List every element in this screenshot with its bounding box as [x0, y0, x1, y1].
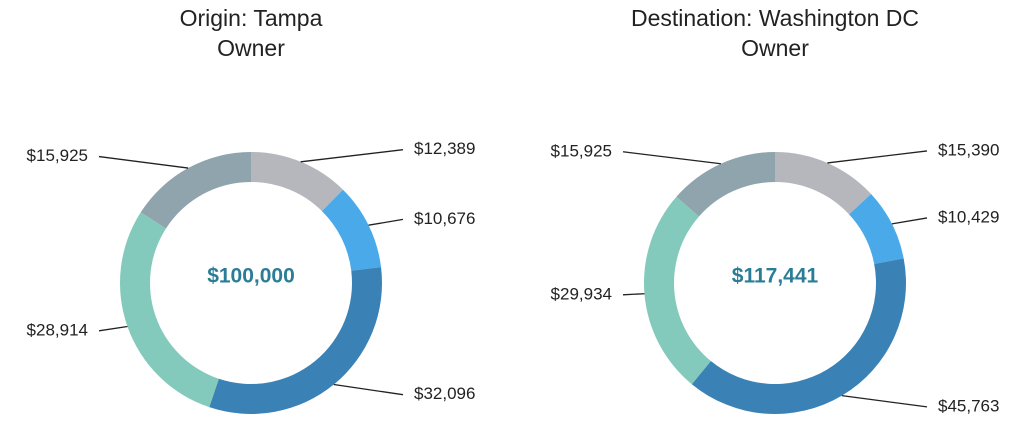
data-label: $29,934: [551, 284, 612, 303]
center-total: $117,441: [732, 265, 819, 288]
leader-line: [891, 217, 928, 225]
data-label: $32,096: [414, 384, 475, 403]
data-label: $15,390: [938, 140, 999, 159]
donut-segment: [321, 189, 382, 271]
donut-segment: [140, 152, 251, 229]
data-label: $10,429: [938, 207, 999, 226]
leader-line: [622, 151, 721, 165]
donut-segment: [251, 152, 343, 212]
data-label: $12,389: [414, 139, 475, 158]
donut-segment: [775, 152, 872, 215]
leader-line: [841, 394, 928, 408]
data-label: $28,914: [27, 320, 88, 339]
donut-segment: [120, 212, 219, 408]
leader-line: [98, 155, 189, 169]
data-label: $10,676: [414, 209, 475, 228]
donut-segment: [209, 267, 382, 414]
leader-line: [622, 293, 645, 296]
chart-title: Origin: Tampa: [180, 5, 323, 31]
chart-title: Destination: Washington DC: [631, 5, 919, 31]
data-label: $15,925: [551, 141, 612, 160]
center-total: $100,000: [207, 265, 295, 288]
leader-line: [827, 150, 928, 164]
chart-subtitle: Owner: [741, 35, 809, 61]
leader-line: [333, 383, 404, 396]
leader-line: [98, 325, 128, 332]
data-label: $45,763: [938, 396, 999, 415]
data-label: $15,925: [27, 146, 88, 165]
donut-segment: [676, 152, 775, 217]
donut-segment: [849, 193, 904, 264]
donut-segment: [691, 258, 906, 415]
chart-subtitle: Owner: [217, 35, 285, 61]
donut-segment: [644, 196, 711, 385]
leader-line: [368, 218, 404, 226]
leader-line: [300, 149, 404, 163]
